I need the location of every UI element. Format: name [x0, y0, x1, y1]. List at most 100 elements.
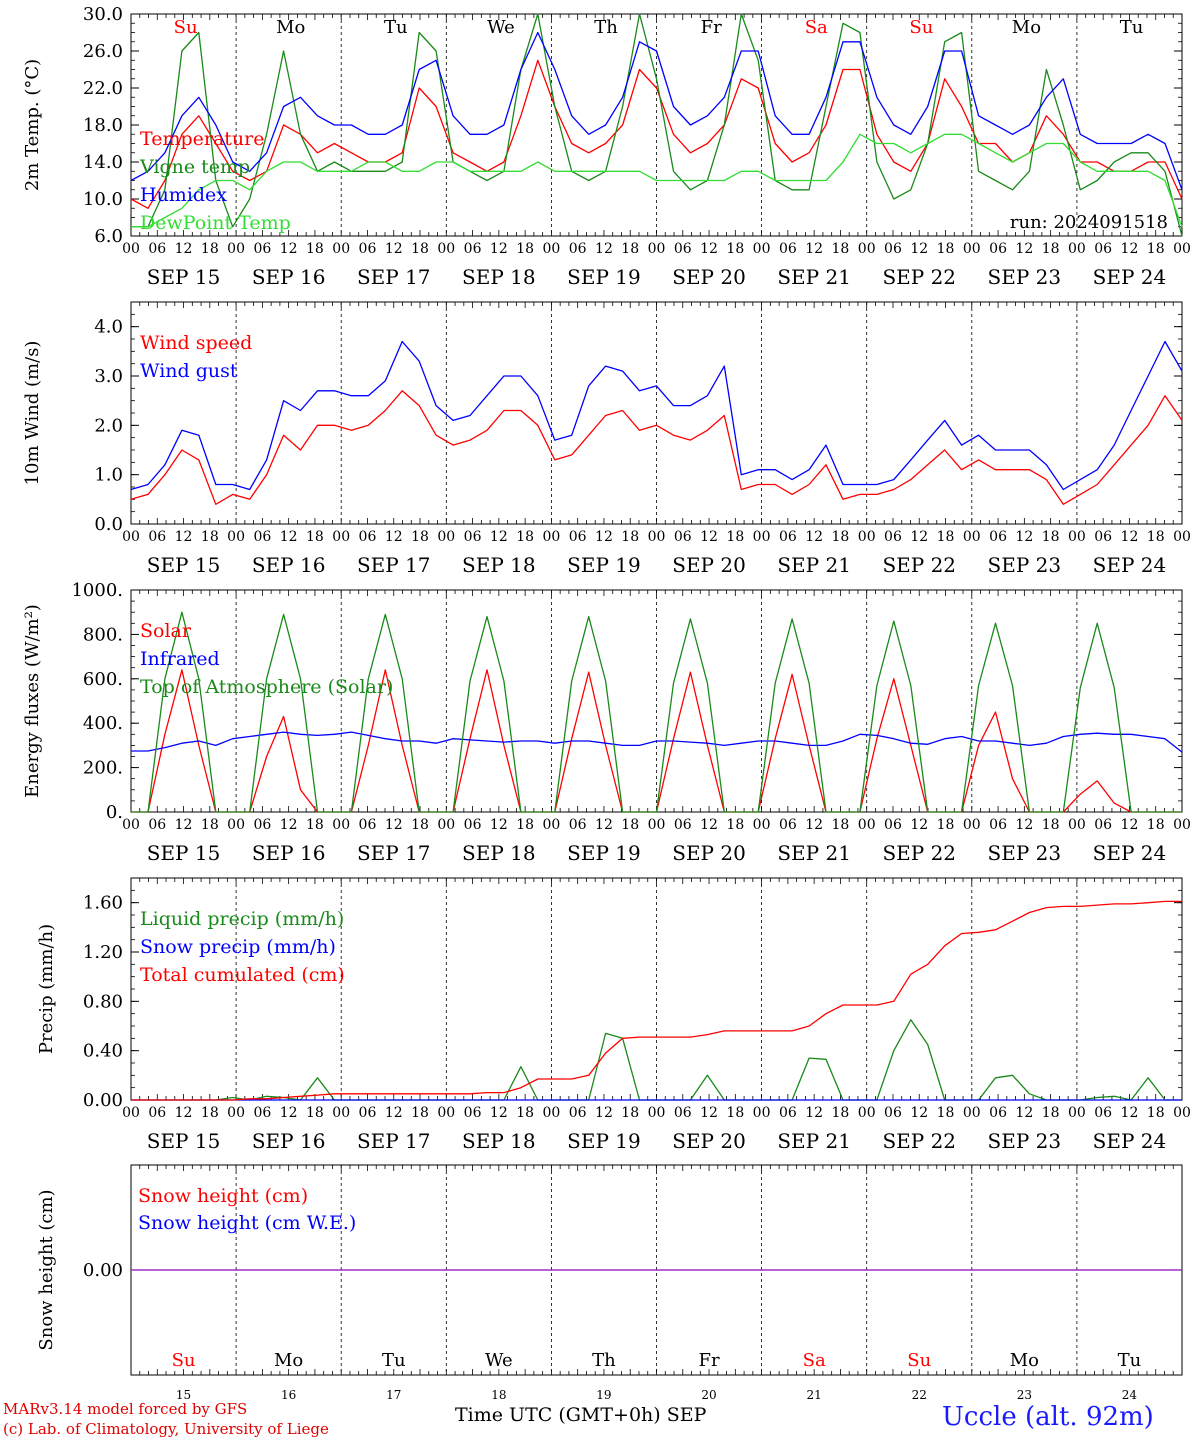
date-label: SEP 17 [357, 553, 431, 577]
date-label: SEP 17 [357, 841, 431, 865]
y-axis-label: Snow height (cm) [36, 1189, 57, 1350]
hour-tick-label: 06 [989, 241, 1007, 257]
panel-5: 0.00 Snow height (cm) Snow height (cm) Snow… [36, 1164, 1183, 1402]
hour-tick-label: 06 [779, 529, 797, 545]
hour-tick-label: 06 [464, 817, 482, 833]
series-line-vigne-temp [131, 13, 1183, 237]
hour-tick-label: 06 [253, 241, 271, 257]
legend-entry: Vigne temp [139, 156, 250, 178]
hour-tick-label: 06 [253, 817, 271, 833]
date-label: SEP 20 [672, 265, 746, 289]
hour-tick-label: 12 [910, 529, 928, 545]
date-label: SEP 20 [672, 841, 746, 865]
hour-tick-label: 12 [490, 817, 508, 833]
day-number-label: 16 [281, 1388, 296, 1402]
date-label: SEP 16 [252, 553, 326, 577]
date-label: SEP 24 [1093, 553, 1167, 577]
hour-tick-label: 12 [280, 1105, 298, 1121]
hour-tick-label: 00 [227, 1105, 245, 1121]
hour-tick-label: 00 [227, 817, 245, 833]
hour-tick-label: 00 [963, 1105, 981, 1121]
hour-tick-label: 00 [122, 529, 140, 545]
legend-entry: Infrared [140, 648, 220, 670]
date-label: SEP 18 [462, 265, 536, 289]
hour-tick-label: 00 [437, 1105, 455, 1121]
hour-tick-label: 12 [385, 529, 403, 545]
hour-tick-label: 00 [753, 241, 771, 257]
model-credit: MARv3.14 model forced by GFS [3, 1400, 248, 1418]
hour-tick-label: 00 [332, 1105, 350, 1121]
hour-tick-label: 06 [359, 241, 377, 257]
hour-tick-label: 12 [175, 529, 193, 545]
hour-tick-label: 12 [175, 817, 193, 833]
weekday-label: Sa [803, 1350, 826, 1371]
panel-1: 6.0 10.0 14.0 18.0 22.0 26.0 30.0 2m Temp. (°C)… [22, 4, 1191, 289]
hour-tick-label: 06 [569, 817, 587, 833]
date-label: SEP 19 [567, 553, 641, 577]
date-label: SEP 18 [462, 841, 536, 865]
hour-tick-label: 18 [201, 529, 219, 545]
series-line-total-cumulated-cm [131, 900, 1182, 1101]
legend-entry: Wind gust [140, 360, 238, 382]
hour-tick-label: 18 [1042, 817, 1060, 833]
hour-tick-label: 12 [910, 1105, 928, 1121]
hour-tick-label: 00 [753, 817, 771, 833]
y-tick-label: 4.0 [94, 317, 123, 338]
hour-tick-label: 00 [1173, 241, 1191, 257]
hour-tick-label: 06 [884, 529, 902, 545]
series-line-wind-gust [130, 340, 1183, 491]
hour-tick-label: 00 [122, 817, 140, 833]
hour-tick-label: 18 [621, 817, 639, 833]
date-label: SEP 21 [777, 265, 851, 289]
hour-tick-label: 00 [542, 1105, 560, 1121]
day-number-label: 19 [596, 1388, 611, 1402]
hour-tick-label: 00 [332, 529, 350, 545]
hour-tick-label: 18 [832, 1105, 850, 1121]
hour-tick-label: 12 [175, 241, 193, 257]
hour-tick-label: 18 [306, 241, 324, 257]
hour-tick-label: 12 [595, 241, 613, 257]
hour-tick-label: 18 [201, 817, 219, 833]
hour-tick-label: 00 [122, 241, 140, 257]
weekday-label: Th [594, 17, 618, 38]
date-label: SEP 23 [988, 1129, 1062, 1153]
day-number-label: 23 [1017, 1388, 1032, 1402]
hour-tick-label: 06 [1094, 241, 1112, 257]
panel-2: 0.0 1.0 2.0 3.0 4.0 10m Wind (m/s) Wind speed W… [22, 301, 1191, 577]
hour-tick-label: 00 [1068, 817, 1086, 833]
date-label: SEP 19 [567, 1129, 641, 1153]
hour-tick-label: 06 [569, 1105, 587, 1121]
hour-tick-label: 06 [359, 817, 377, 833]
y-tick-label: 1.0 [94, 465, 123, 486]
hour-tick-label: 06 [464, 241, 482, 257]
hour-tick-label: 00 [332, 817, 350, 833]
date-label: SEP 24 [1093, 265, 1167, 289]
hour-tick-label: 06 [989, 817, 1007, 833]
hour-tick-label: 18 [937, 1105, 955, 1121]
day-number-label: 21 [807, 1388, 822, 1402]
legend-entry: Solar [140, 620, 192, 642]
hour-tick-label: 06 [1094, 1105, 1112, 1121]
date-label: SEP 20 [672, 553, 746, 577]
legend-entry: Total cumulated (cm) [140, 964, 345, 986]
hour-tick-label: 18 [516, 241, 534, 257]
date-label: SEP 17 [357, 265, 431, 289]
hour-tick-label: 12 [1015, 529, 1033, 545]
hour-tick-label: 18 [306, 529, 324, 545]
time-axis-label: Time UTC (GMT+0h) SEP [455, 1404, 707, 1426]
y-tick-label: 3.0 [94, 366, 123, 387]
hour-tick-label: 18 [832, 529, 850, 545]
date-label: SEP 15 [147, 265, 221, 289]
hour-tick-label: 00 [332, 241, 350, 257]
hour-tick-label: 12 [175, 1105, 193, 1121]
weekday-label: Su [909, 17, 933, 38]
hour-tick-label: 18 [1042, 1105, 1060, 1121]
series-line-infrared [131, 731, 1183, 753]
y-axis-label: Precip (mm/h) [36, 924, 57, 1054]
date-label: SEP 21 [777, 841, 851, 865]
hour-tick-label: 12 [700, 529, 718, 545]
hour-tick-label: 12 [385, 1105, 403, 1121]
date-label: SEP 20 [672, 1129, 746, 1153]
panel-3: 0. 200. 400. 600. 800. 1000. Energy fluxes (W/… [22, 580, 1191, 865]
hour-tick-label: 06 [359, 1105, 377, 1121]
